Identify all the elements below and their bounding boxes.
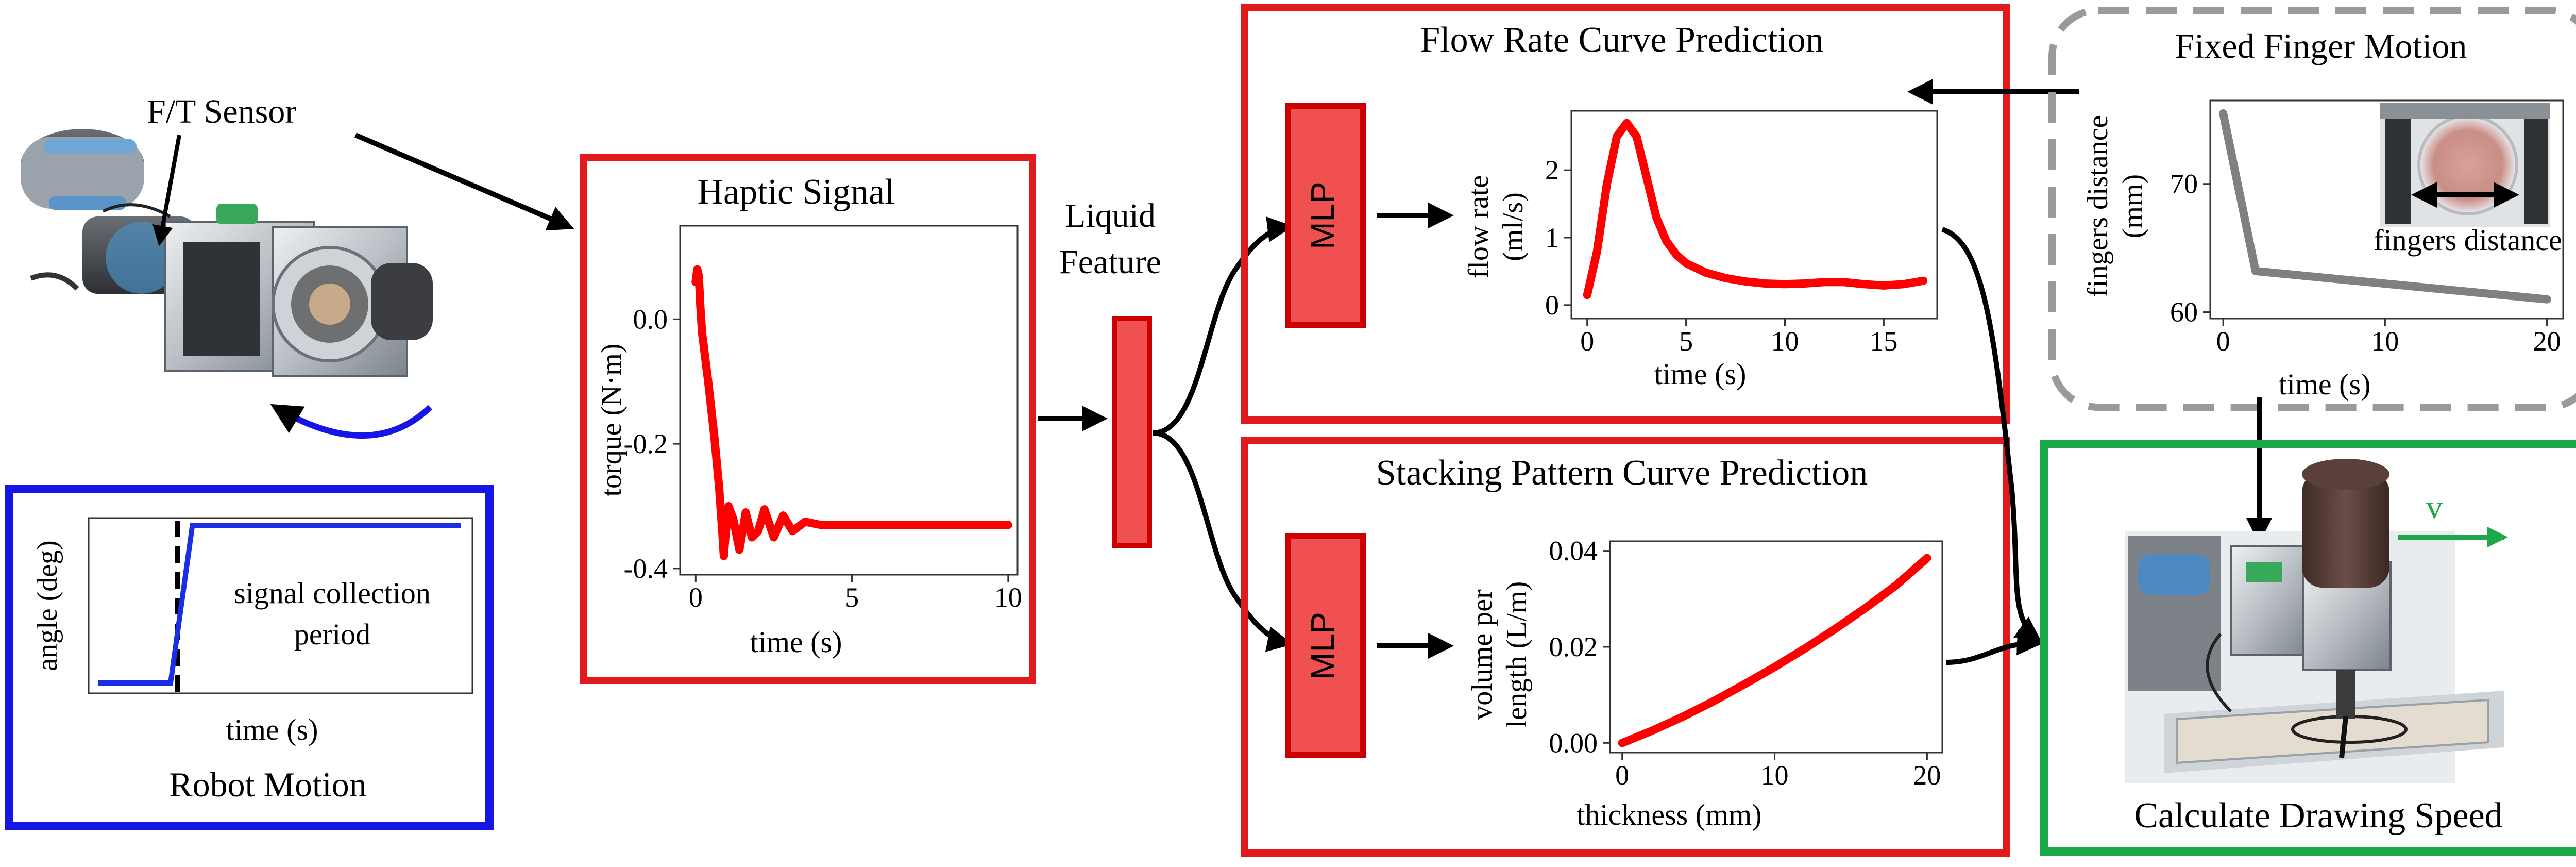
- stacking-xtick-label: 0: [1615, 760, 1629, 791]
- fingers-ytick-label: 60: [2170, 297, 2198, 328]
- robot-motion-xlabel: time (s): [226, 713, 318, 746]
- robot-motion-title: Robot Motion: [169, 765, 367, 804]
- stacking-ylabel-1: volume per: [1466, 589, 1498, 720]
- finger-motion-box: [2048, 7, 2576, 411]
- ft-sensor-pointer: [152, 135, 181, 246]
- fingers-xtick-label: 0: [2216, 326, 2230, 357]
- stacking-xtick-label: 20: [1913, 760, 1941, 791]
- ft-sensor-label: F/T Sensor: [147, 93, 296, 130]
- fingers-frame: [2209, 99, 2564, 320]
- stacking-series-line: [1618, 554, 1931, 747]
- flow-rate-box: [1241, 4, 2010, 424]
- drawing-speed-box: [2040, 440, 2576, 856]
- haptic-plot: 0 5 10 0.0 -0.2 -0.4: [624, 225, 1022, 613]
- flow-rate-ylabel-1: flow rate: [1463, 175, 1495, 279]
- finger-xlabel: time (s): [2279, 368, 2371, 401]
- collection-annotation-1: signal collection: [234, 576, 431, 610]
- haptic-ytick-label: -0.2: [624, 428, 668, 459]
- haptic-xtick-label: 10: [994, 582, 1022, 613]
- robot-motion-box: [5, 485, 494, 830]
- liquid-feature-label-2: Feature: [1059, 243, 1161, 281]
- flow-rate-ytick-label: 1: [1545, 222, 1559, 253]
- rotation-arrow-icon: [270, 404, 433, 439]
- arrow-flow-to-drawing: [1941, 227, 2042, 642]
- stacking-ytick-label: 0.00: [1549, 727, 1598, 758]
- robot-motion-axes: [88, 517, 473, 694]
- haptic-frame: [679, 225, 1019, 576]
- finger-ylabel-1: fingers distance: [2082, 115, 2114, 297]
- fingers-xtick-label: 10: [2371, 326, 2399, 357]
- stacking-plot: 0 10 20 0.00 0.02 0.04: [1549, 536, 1943, 791]
- finger-ylabel-2: (mm): [2117, 174, 2149, 238]
- haptic-xtick-label: 0: [689, 582, 703, 613]
- flow-rate-xtick-label: 15: [1870, 326, 1897, 357]
- arrow-feature-to-stacking-mlp: [1153, 430, 1293, 652]
- stacking-mlp-label: MLP: [1304, 612, 1341, 680]
- flow-rate-xtick-label: 5: [1679, 326, 1693, 357]
- robot-motion-curve: [98, 523, 461, 686]
- liquid-feature-label-1: Liquid: [1065, 197, 1156, 235]
- robot-arm-photo: [21, 129, 433, 377]
- stacking-frame: [1609, 540, 1943, 754]
- flow-rate-ytick-label: 2: [1545, 155, 1559, 186]
- velocity-label: v: [2426, 489, 2443, 525]
- haptic-signal-box: [580, 154, 1036, 684]
- stacking-xtick-label: 10: [1761, 760, 1789, 791]
- haptic-ylabel: torque (N·m): [596, 343, 628, 496]
- robot-motion-ylabel: angle (deg): [31, 540, 63, 671]
- haptic-xlabel: time (s): [750, 625, 842, 659]
- fingers-distance-inset-label: fingers distance: [2374, 223, 2562, 257]
- flow-rate-ytick-label: 0: [1545, 290, 1559, 321]
- gripper-inset-photo: [2380, 103, 2550, 227]
- haptic-title: Haptic Signal: [698, 172, 895, 212]
- flow-rate-xtick-label: 10: [1771, 326, 1799, 357]
- finger-title: Fixed Finger Motion: [2175, 26, 2467, 65]
- liquid-feature-vector: [1112, 316, 1152, 548]
- arrow-stacking-to-drawing: [1946, 629, 2043, 665]
- flow-rate-plot: 0 5 10 15 0 1 2: [1545, 110, 1938, 357]
- haptic-series-line: [691, 265, 1012, 560]
- stacking-title: Stacking Pattern Curve Prediction: [1376, 453, 1868, 493]
- flow-rate-mlp-block: [1285, 103, 1366, 328]
- drawing-setup-photo: [2125, 459, 2504, 783]
- finger-plot: 0 10 20 60 70: [2170, 99, 2564, 357]
- stacking-mlp-block: [1285, 533, 1366, 758]
- fingers-ytick-label: 70: [2170, 169, 2198, 199]
- flow-rate-frame: [1570, 110, 1938, 320]
- flow-rate-ylabel-2: (ml/s): [1497, 192, 1529, 261]
- collection-annotation-2: period: [294, 618, 370, 651]
- flow-rate-series-line: [1583, 119, 1928, 299]
- arrow-feature-to-flow-mlp: [1153, 216, 1293, 436]
- flow-rate-title: Flow Rate Curve Prediction: [1420, 20, 1824, 60]
- arrow-robot-to-haptic: [354, 132, 574, 231]
- stacking-xlabel: thickness (mm): [1577, 798, 1761, 831]
- drawing-speed-title: Calculate Drawing Speed: [2134, 796, 2502, 836]
- flow-rate-xtick-label: 0: [1580, 326, 1594, 357]
- haptic-xtick-label: 5: [845, 582, 859, 613]
- stacking-ytick-label: 0.02: [1549, 631, 1598, 662]
- haptic-ytick-label: -0.4: [624, 553, 668, 584]
- stacking-ylabel-2: length (L/m): [1501, 581, 1533, 728]
- flow-rate-mlp-label: MLP: [1304, 181, 1341, 249]
- haptic-ytick-label: 0.0: [633, 304, 668, 335]
- fingers-xtick-label: 20: [2533, 326, 2561, 357]
- flow-rate-xlabel: time (s): [1654, 357, 1747, 391]
- fingers-series-line: [2219, 109, 2551, 304]
- stacking-ytick-label: 0.04: [1549, 536, 1598, 566]
